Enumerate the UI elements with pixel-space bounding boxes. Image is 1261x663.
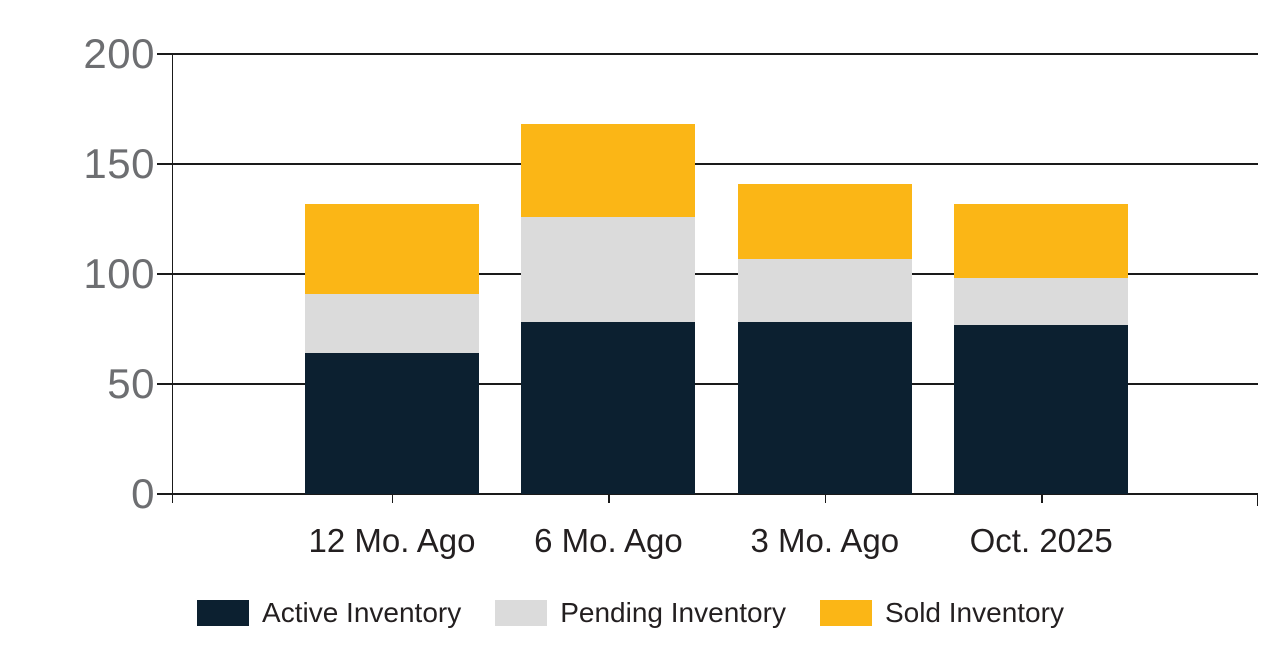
x-axis-tick-label: Oct. 2025 — [969, 522, 1113, 559]
legend-label-sold-inventory: Sold Inventory — [884, 597, 1064, 628]
gridline-y-0 — [157, 493, 1258, 495]
legend-item-pending-inventory: Pending Inventory — [495, 597, 786, 629]
gridline-y-50 — [157, 383, 1258, 385]
bar-segment-sold-inventory — [954, 203, 1129, 279]
legend-swatch-sold-inventory — [819, 600, 872, 626]
y-axis-tick-label: 0 — [131, 470, 155, 517]
bar-segment-active-inventory — [737, 322, 912, 494]
legend-swatch-active-inventory — [197, 600, 250, 626]
y-axis-tick-label: 200 — [83, 30, 155, 77]
x-axis-end-tick — [1257, 494, 1259, 506]
legend-label-pending-inventory: Pending Inventory — [560, 597, 786, 628]
bar-segment-pending-inventory — [521, 216, 696, 323]
bar-segment-pending-inventory — [737, 258, 912, 323]
bar-segment-sold-inventory — [737, 183, 912, 259]
bar-segment-active-inventory — [305, 353, 479, 494]
y-axis-tick-label: 100 — [83, 250, 155, 297]
gridline-y-200 — [157, 53, 1258, 55]
legend-label-active-inventory: Active Inventory — [262, 597, 462, 628]
x-axis-tick-label: 6 Mo. Ago — [534, 522, 683, 559]
gridline-y-100 — [157, 273, 1258, 275]
bar-segment-pending-inventory — [954, 278, 1129, 325]
x-axis-tick — [824, 494, 827, 503]
legend-item-sold-inventory: Sold Inventory — [819, 597, 1064, 629]
x-axis-tick — [608, 494, 610, 503]
x-axis-tick — [1041, 494, 1043, 503]
gridline-y-150 — [157, 163, 1258, 165]
legend-swatch-pending-inventory — [495, 600, 548, 626]
legend-item-active-inventory: Active Inventory — [197, 597, 461, 629]
x-axis-tick-label: 12 Mo. Ago — [308, 522, 476, 559]
bar-segment-active-inventory — [954, 324, 1129, 494]
x-axis-tick-label: 3 Mo. Ago — [750, 522, 900, 559]
bar-segment-pending-inventory — [305, 293, 479, 354]
bar-segment-active-inventory — [521, 322, 696, 494]
bar-segment-sold-inventory — [305, 203, 479, 294]
y-axis-tick-label: 50 — [107, 360, 155, 407]
chart-legend: Active Inventory Pending Inventory Sold … — [0, 597, 1261, 629]
bar-segment-sold-inventory — [521, 124, 696, 217]
y-axis-line — [172, 54, 174, 503]
y-axis-tick-label: 150 — [83, 140, 155, 187]
x-axis-tick — [392, 494, 394, 503]
